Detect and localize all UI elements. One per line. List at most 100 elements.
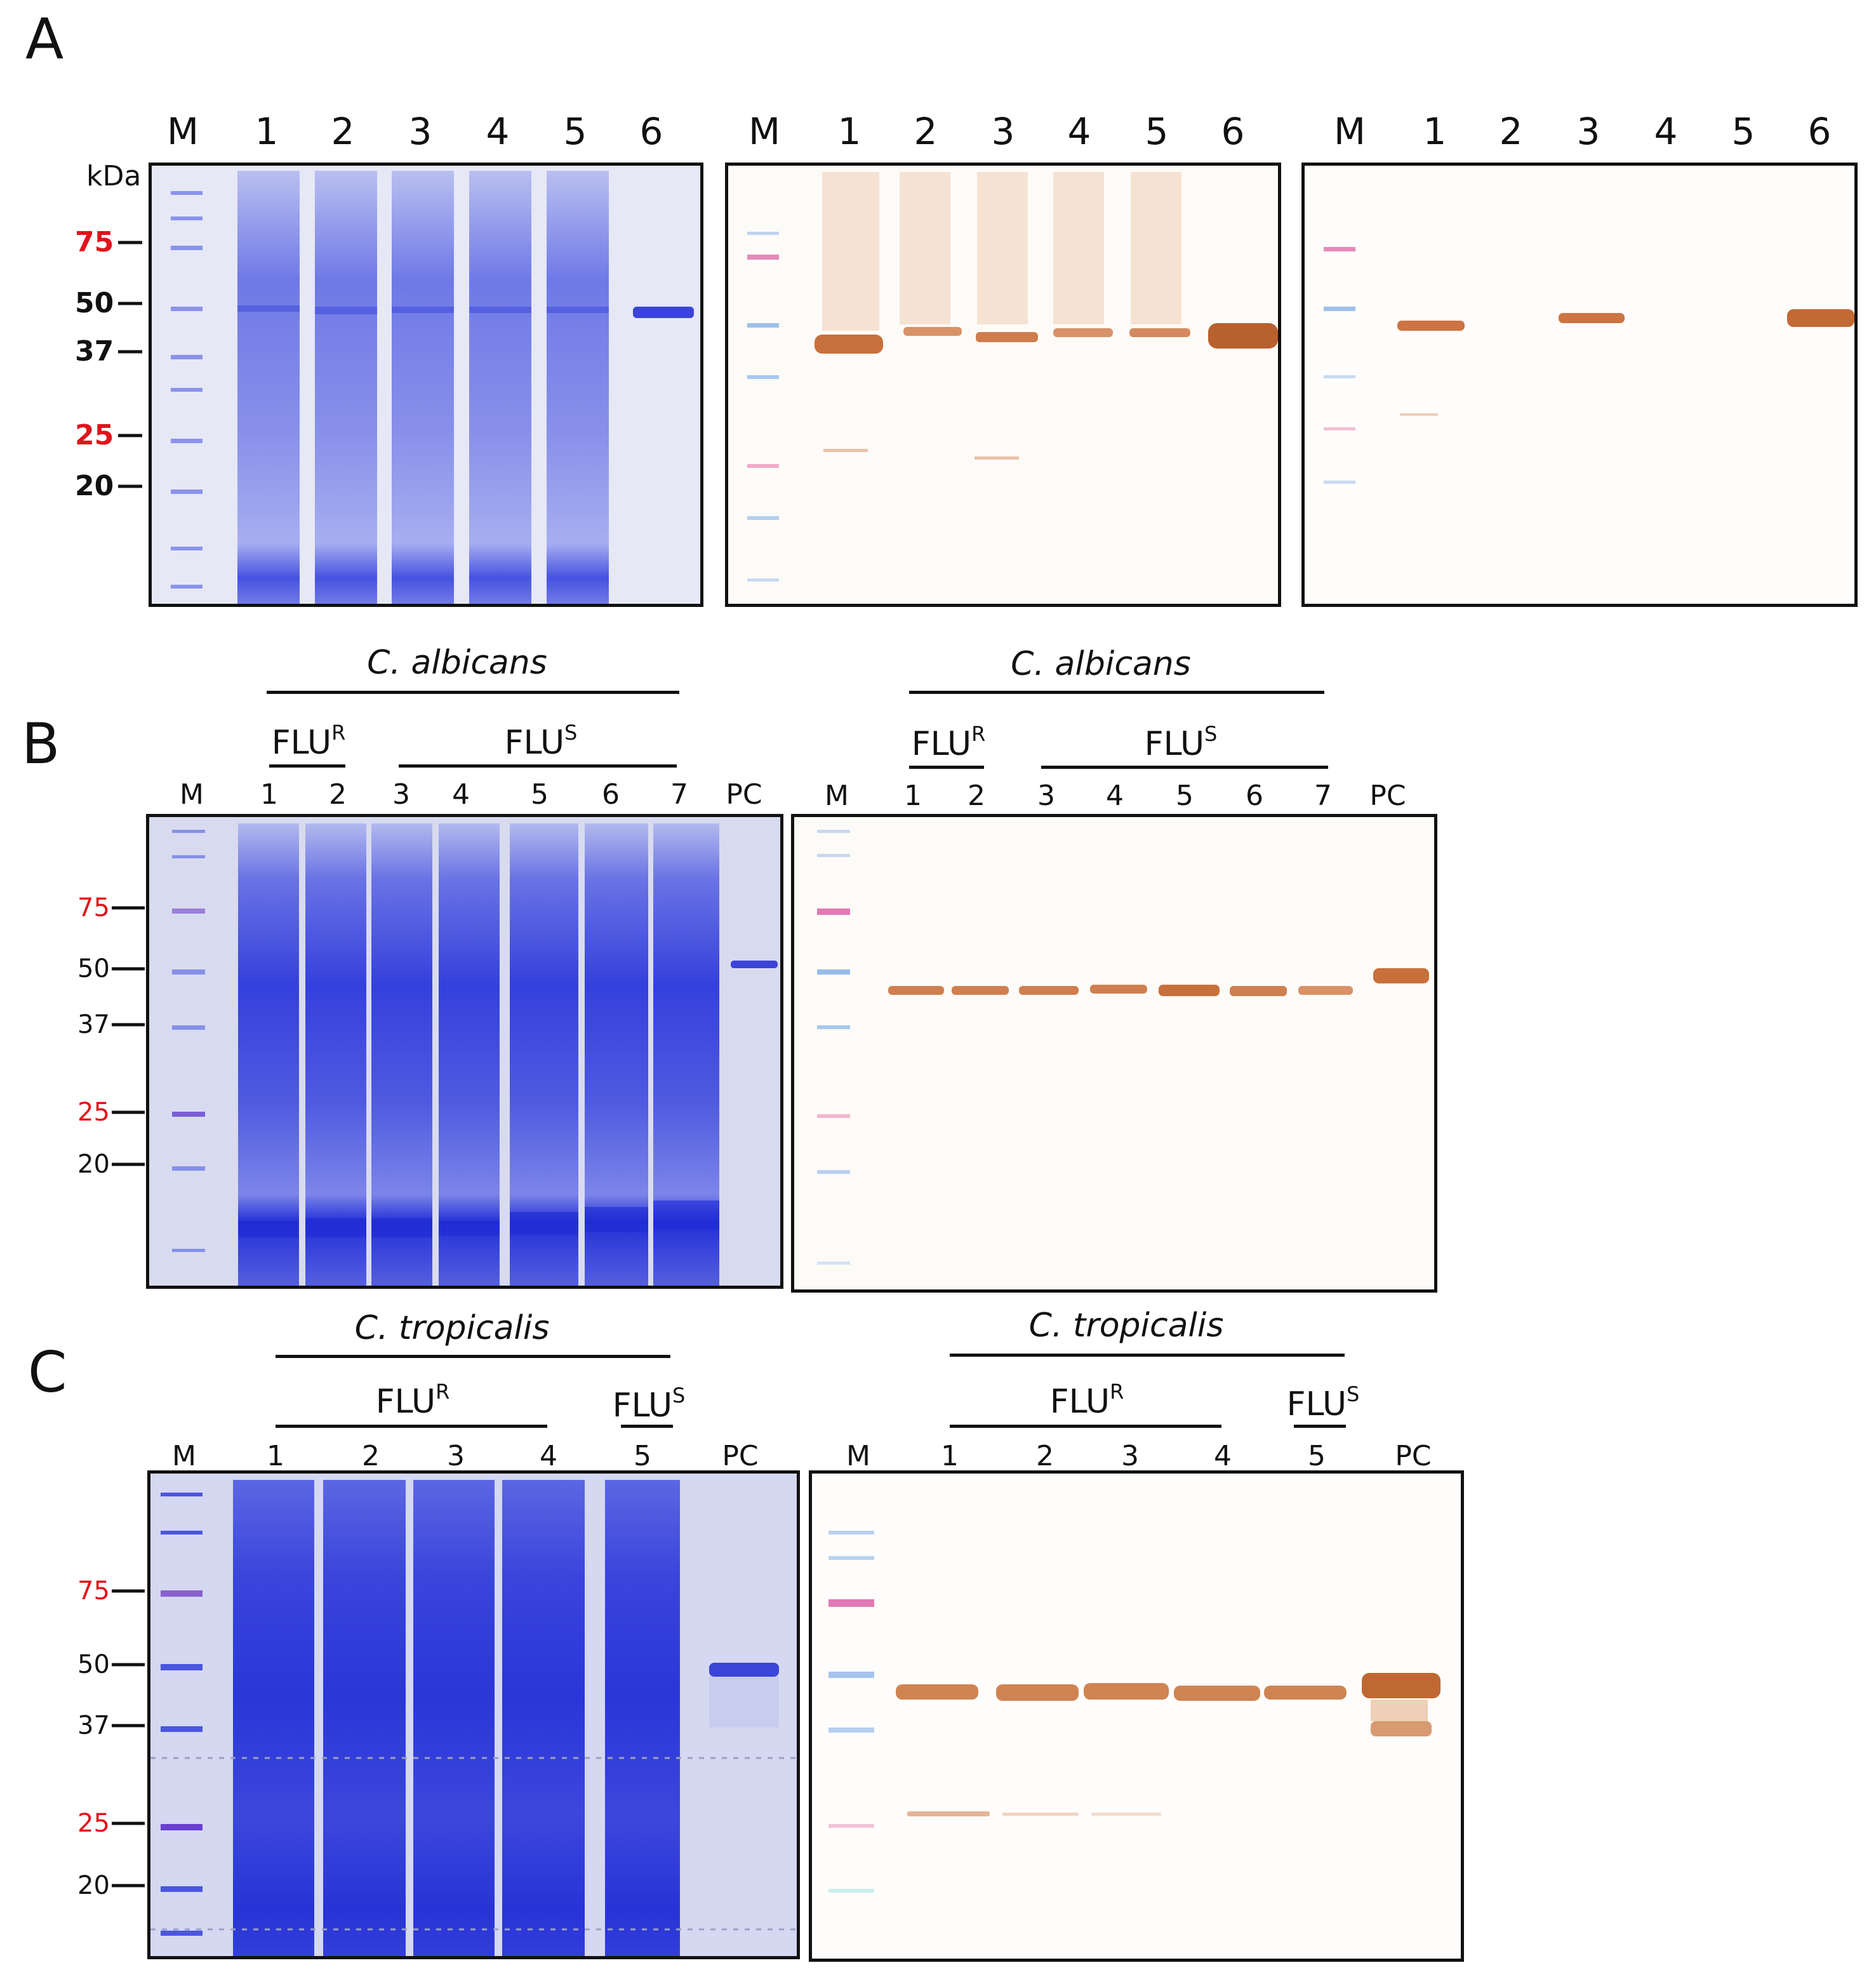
- mw-tick-25: [112, 1821, 145, 1825]
- mw-label-37: 37: [77, 1010, 110, 1039]
- gel-b1-coomassie: [146, 814, 783, 1289]
- group-label-susceptible-c-left: FLUS: [612, 1383, 686, 1425]
- lane-label-3: 3: [408, 110, 432, 153]
- mw-tick-75: [118, 241, 142, 244]
- lane-label-7: 7: [1314, 780, 1332, 812]
- lane-label-m: M: [166, 110, 199, 153]
- lane-label-4: 4: [1067, 110, 1091, 153]
- species-label-c-left: C. tropicalis: [354, 1309, 550, 1347]
- lane-label-5: 5: [1176, 780, 1194, 812]
- species-label-c-right: C. tropicalis: [1028, 1307, 1224, 1345]
- mw-tick-37: [112, 1724, 145, 1728]
- species-label-b-right: C. albicans: [1011, 645, 1191, 683]
- lane-label-m: M: [846, 1440, 870, 1472]
- group-rule-resistant-b-right: [909, 766, 984, 769]
- gel-a3-image: [1324, 247, 1854, 484]
- lane-label-5: 5: [531, 778, 549, 811]
- lane-label-5: 5: [634, 1440, 651, 1472]
- mw-tick-20: [118, 484, 142, 488]
- lane-label-4: 4: [452, 778, 470, 811]
- mw-label-20: 20: [75, 470, 114, 502]
- group-label-resistant-c-left: FLUR: [375, 1380, 450, 1421]
- lane-label-2: 2: [1036, 1440, 1054, 1472]
- lane-label-1: 1: [904, 780, 922, 812]
- mw-tick-75: [112, 906, 145, 910]
- mw-tick-37: [112, 1023, 145, 1027]
- lane-label-m: M: [825, 780, 849, 812]
- gel-b1-image: [172, 823, 778, 1286]
- gel-a2-western: [725, 163, 1281, 607]
- mw-label-25: 25: [75, 419, 114, 451]
- mw-label-25: 25: [77, 1098, 110, 1127]
- mw-label-50: 50: [77, 954, 110, 983]
- mw-tick-25: [112, 1110, 145, 1114]
- lane-label-6: 6: [1221, 110, 1245, 153]
- lane-label-2: 2: [362, 1440, 380, 1472]
- group-label-resistant-b-right: FLUR: [911, 722, 986, 763]
- group-label-resistant-b-left: FLUR: [271, 721, 346, 762]
- gel-b2-western: [791, 814, 1437, 1293]
- lane-label-6: 6: [602, 778, 620, 811]
- lane-label-5: 5: [1308, 1440, 1326, 1472]
- lane-label-pc: PC: [726, 778, 762, 811]
- lane-label-3: 3: [1037, 780, 1055, 812]
- mw-tick-50: [112, 967, 145, 971]
- lane-label-1: 1: [837, 110, 861, 153]
- gel-a1-image: [171, 171, 694, 604]
- group-rule-susceptible-b-right: [1041, 766, 1328, 769]
- group-label-susceptible-b-left: FLUS: [504, 721, 578, 762]
- mw-label-50: 50: [77, 1650, 110, 1679]
- mw-tick-20: [112, 1884, 145, 1887]
- lane-label-3: 3: [1576, 110, 1600, 153]
- mw-label-75: 75: [75, 226, 114, 258]
- group-label-susceptible-b-right: FLUS: [1144, 722, 1218, 763]
- gel-a1-coomassie: [149, 163, 703, 607]
- group-rule-susceptible-c-right: [1294, 1425, 1346, 1428]
- mw-label-75: 75: [77, 1576, 110, 1606]
- lane-label-2: 2: [968, 780, 985, 812]
- group-label-resistant-c-right: FLUR: [1049, 1380, 1124, 1421]
- lane-label-m: M: [172, 1440, 196, 1472]
- gel-c2-image: [828, 1531, 1440, 1893]
- gel-a3-western: [1301, 163, 1858, 607]
- lane-label-2: 2: [1499, 110, 1523, 153]
- gel-c1-image: [150, 1480, 797, 1956]
- species-label-b-left: C. albicans: [367, 644, 547, 682]
- gel-c2-western: [809, 1470, 1464, 1962]
- group-rule-resistant-b-left: [269, 764, 345, 768]
- lane-label-5: 5: [1145, 110, 1169, 153]
- mw-label-37: 37: [77, 1711, 110, 1740]
- group-rule-resistant-c-left: [276, 1425, 547, 1428]
- lane-label-3: 3: [991, 110, 1015, 153]
- lane-label-m: M: [180, 778, 204, 811]
- species-rule-c-left: [276, 1355, 670, 1358]
- lane-label-6: 6: [1246, 780, 1263, 812]
- lane-label-1: 1: [267, 1440, 284, 1472]
- mw-tick-50: [112, 1663, 145, 1667]
- lane-label-m: M: [748, 110, 781, 153]
- lane-label-6: 6: [639, 110, 663, 153]
- panel-letter-b: B: [22, 711, 60, 776]
- lane-label-4: 4: [1654, 110, 1678, 153]
- lane-label-3: 3: [447, 1440, 465, 1472]
- lane-label-pc: PC: [722, 1440, 759, 1472]
- group-rule-susceptible-c-left: [621, 1425, 673, 1428]
- lane-label-pc: PC: [1395, 1440, 1432, 1472]
- lane-label-5: 5: [563, 110, 587, 153]
- lane-label-m: M: [1333, 110, 1366, 153]
- lane-label-2: 2: [331, 110, 355, 153]
- mw-label-50: 50: [75, 287, 114, 319]
- mw-label-20: 20: [77, 1150, 110, 1179]
- kda-label: kDa: [86, 160, 142, 192]
- lane-label-1: 1: [255, 110, 279, 153]
- gel-c1-coomassie: [147, 1470, 800, 1959]
- mw-label-37: 37: [75, 335, 114, 368]
- species-rule-b-right: [909, 691, 1324, 694]
- lane-label-1: 1: [1423, 110, 1447, 153]
- mw-tick-20: [112, 1162, 145, 1166]
- lane-label-3: 3: [1121, 1440, 1139, 1472]
- lane-label-pc: PC: [1369, 780, 1406, 812]
- mw-label-75: 75: [77, 893, 110, 922]
- mw-tick-75: [112, 1589, 145, 1593]
- mw-label-20: 20: [77, 1871, 110, 1900]
